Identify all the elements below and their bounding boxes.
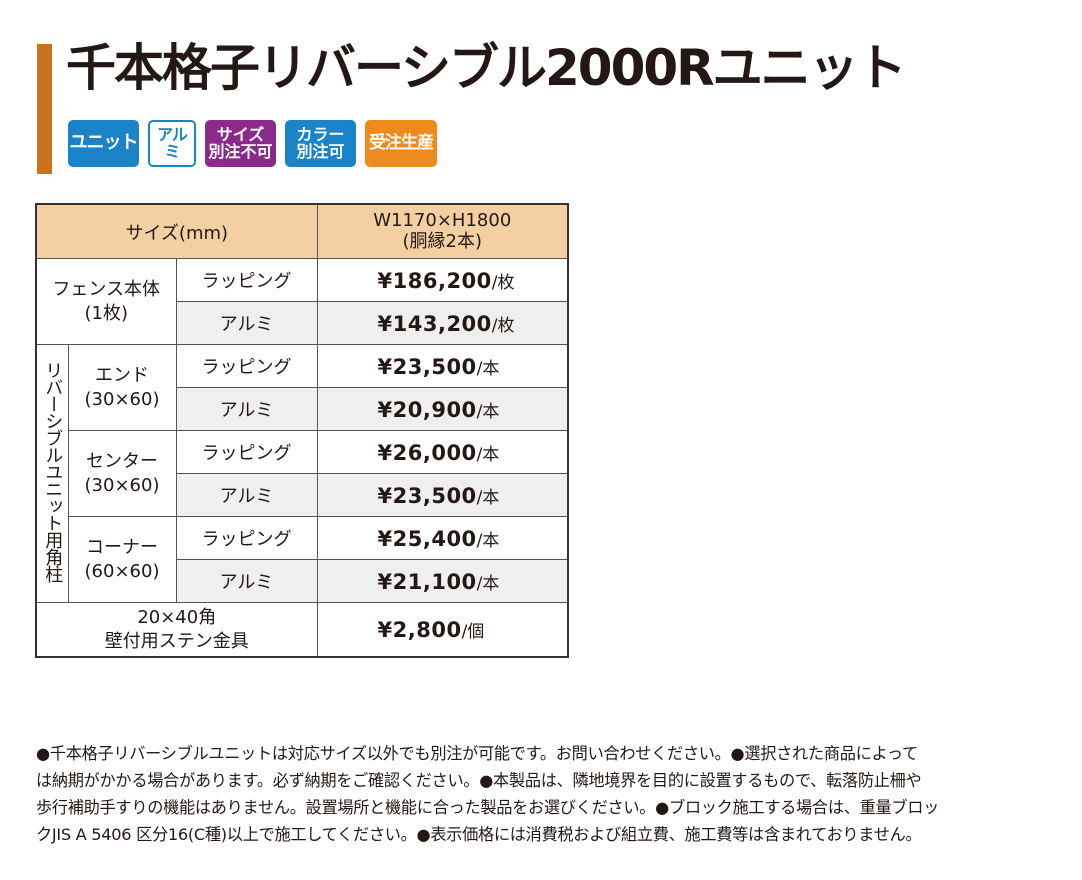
badge-unit: ユニット xyxy=(68,120,139,167)
table-row: コーナー (60×60) ラッピング ¥25,400/本 xyxy=(36,516,569,603)
price-amount: ¥186,200 xyxy=(377,268,492,293)
table-row: フェンス本体 (1枚) ラッピング ¥186,200/枚 xyxy=(35,258,569,345)
price-corner-alumi: ¥21,100/本 xyxy=(316,559,569,603)
price-amount: ¥26,000 xyxy=(377,440,477,465)
post-corner-line1: コーナー xyxy=(86,537,158,559)
footnotes: ●千本格子リバーシブルユニットは対応サイズ以外でも別注が可能です。お問い合わせく… xyxy=(36,740,1066,848)
badge-size-line1: サイズ xyxy=(216,124,265,144)
price-center-alumi: ¥23,500/本 xyxy=(316,473,569,517)
price-unit: /本 xyxy=(476,444,500,465)
price-unit: /本 xyxy=(476,530,500,551)
price-amount: ¥23,500 xyxy=(377,354,477,379)
finish-wrap: ラッピング xyxy=(175,344,318,388)
finish-alumi: アルミ xyxy=(175,301,318,345)
header-dimensions: W1170×H1800 (胴縁2本) xyxy=(316,203,569,259)
bracket-line1: 20×40角 xyxy=(137,607,217,629)
post-end-line1: エンド xyxy=(95,365,149,387)
price-unit: /本 xyxy=(476,573,500,594)
price-amount: ¥2,800 xyxy=(377,618,462,642)
badge-color-custom: カラー 別注可 xyxy=(285,120,356,167)
finish-wrap: ラッピング xyxy=(175,516,318,560)
title-accent-bar xyxy=(37,44,52,174)
header-dimensions-line1: W1170×H1800 xyxy=(373,209,512,231)
bracket-label: 20×40角 壁付用ステン金具 xyxy=(35,602,318,658)
price-unit: /本 xyxy=(476,401,500,422)
badge-size-no-custom: サイズ 別注不可 xyxy=(205,120,276,167)
badge-color-line2: 別注可 xyxy=(296,141,345,161)
fence-body-line2: (1枚) xyxy=(84,302,129,324)
price-amount: ¥21,100 xyxy=(377,569,477,594)
price-unit: /本 xyxy=(476,358,500,379)
post-center-line1: センター xyxy=(86,451,158,473)
finish-wrap: ラッピング xyxy=(175,430,318,474)
price-fence-alumi: ¥143,200/枚 xyxy=(316,301,569,345)
post-group-label: リバーシブルユニット用角柱 xyxy=(35,344,69,603)
post-group-text: リバーシブルユニット用角柱 xyxy=(42,360,64,582)
post-center-label: センター (30×60) xyxy=(67,430,177,517)
fence-body-line1: フェンス本体 xyxy=(52,279,161,301)
price-unit: /本 xyxy=(476,487,500,508)
bracket-line2: 壁付用ステン金具 xyxy=(104,630,249,652)
price-amount: ¥23,500 xyxy=(377,483,477,508)
badge-color-line1: カラー xyxy=(296,124,345,144)
price-unit: /個 xyxy=(461,622,485,642)
post-center-line2: (30×60) xyxy=(84,474,160,496)
page-title: 千本格子リバーシブル2000Rユニット xyxy=(66,39,907,97)
footnote-line: ●千本格子リバーシブルユニットは対応サイズ以外でも別注が可能です。お問い合わせく… xyxy=(36,744,918,763)
fence-body-label: フェンス本体 (1枚) xyxy=(35,258,177,345)
badge-alumi: アルミ xyxy=(148,120,196,167)
price-corner-wrap: ¥25,400/本 xyxy=(316,516,569,560)
badge-unit-label: ユニット xyxy=(69,132,139,154)
table-row: アルミ ¥23,500/本 xyxy=(36,473,569,517)
table-row: アルミ ¥20,900/本 xyxy=(36,387,569,431)
finish-alumi: アルミ xyxy=(175,473,318,517)
footnote-line: クJIS A 5406 区分16(C種)以上で施工してください。●表示価格には消… xyxy=(36,825,922,844)
header-size-label: サイズ(mm) xyxy=(125,222,229,244)
header-size: サイズ(mm) xyxy=(35,203,318,259)
badge-made-to-order: 受注生産 xyxy=(365,120,437,167)
table-row: アルミ ¥143,200/枚 xyxy=(36,301,569,345)
badge-order-label: 受注生産 xyxy=(369,132,434,153)
price-unit: /枚 xyxy=(491,315,515,336)
post-end-label: エンド (30×60) xyxy=(67,344,177,431)
finish-alumi: アルミ xyxy=(175,387,318,431)
price-amount: ¥143,200 xyxy=(377,311,492,336)
finish-alumi: アルミ xyxy=(175,559,318,603)
price-end-alumi: ¥20,900/本 xyxy=(316,387,569,431)
price-bracket: ¥2,800/個 xyxy=(316,602,569,658)
table-row: センター (30×60) ラッピング ¥26,000/本 xyxy=(36,430,569,517)
price-amount: ¥20,900 xyxy=(377,397,477,422)
table-row: リバーシブルユニット用角柱 エンド (30×60) ラッピング ¥23,500/… xyxy=(35,344,569,603)
badge-size-line2: 別注不可 xyxy=(208,141,273,161)
post-corner-label: コーナー (60×60) xyxy=(67,516,177,603)
header-dimensions-line2: (胴縁2本) xyxy=(402,230,483,252)
footnote-line: 歩行補助手すりの機能はありません。設置場所と機能に合った製品をお選びください。●… xyxy=(36,798,940,817)
footnote-line: は納期がかかる場合があります。必ず納期をご確認ください。●本製品は、隣地境界を目… xyxy=(36,771,922,790)
price-amount: ¥25,400 xyxy=(377,526,477,551)
table-row: 20×40角 壁付用ステン金具 ¥2,800/個 xyxy=(35,602,569,658)
price-unit: /枚 xyxy=(491,272,515,293)
price-end-wrap: ¥23,500/本 xyxy=(316,344,569,388)
post-end-line2: (30×60) xyxy=(84,388,160,410)
price-center-wrap: ¥26,000/本 xyxy=(316,430,569,474)
table-row: アルミ ¥21,100/本 xyxy=(36,559,569,603)
price-table: サイズ(mm) W1170×H1800 (胴縁2本) フェンス本体 (1枚) ラ… xyxy=(35,203,570,658)
finish-wrap: ラッピング xyxy=(175,258,318,302)
post-corner-line2: (60×60) xyxy=(84,560,160,582)
price-fence-wrap: ¥186,200/枚 xyxy=(316,258,569,302)
table-header-row: サイズ(mm) W1170×H1800 (胴縁2本) xyxy=(35,203,569,259)
badge-alumi-label: アルミ xyxy=(157,124,188,161)
